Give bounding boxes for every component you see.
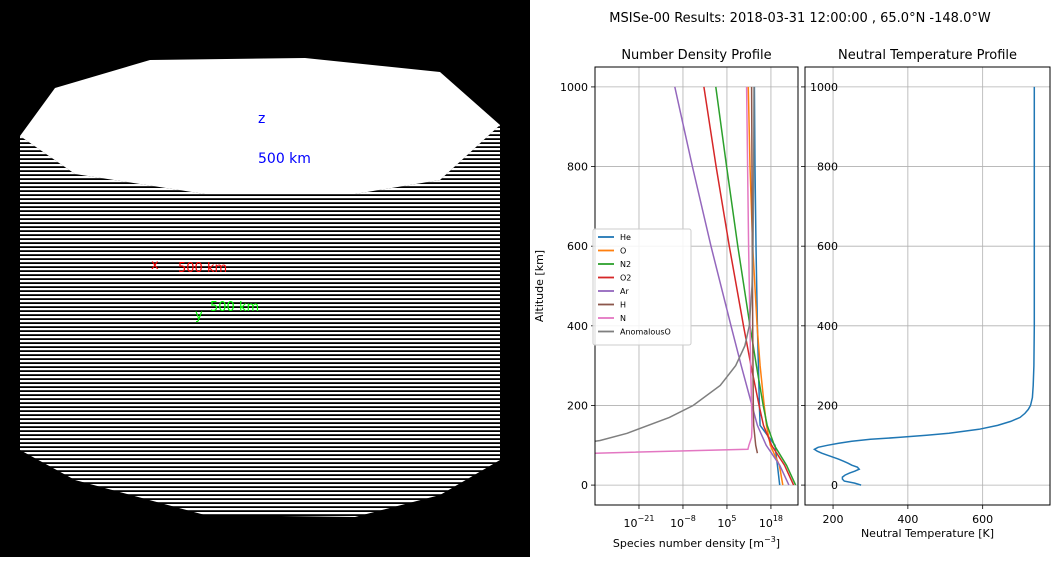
density-y-tick-label: 800 — [567, 161, 588, 174]
msis-figure: MSISe-00 Results: 2018-03-31 12:00:00 , … — [533, 11, 1051, 550]
z-axis-letter: z — [258, 111, 265, 127]
figure-suptitle: MSISe-00 Results: 2018-03-31 12:00:00 , … — [609, 11, 991, 26]
legend-label-n: N — [620, 314, 626, 323]
density-series-anomalouso — [595, 86, 755, 443]
legend-label-he: He — [620, 233, 631, 242]
density-x-axis-label: Species number density [m−3] — [613, 535, 780, 550]
temp-y-tick-label: 0 — [831, 479, 838, 492]
density-x-tick-label: 10−21 — [624, 514, 655, 530]
density-y-tick-label: 600 — [567, 240, 588, 253]
z-axis-distance: 500 km — [258, 151, 311, 167]
y-axis-letter: y — [195, 308, 203, 323]
prism-top-face — [20, 58, 500, 194]
density-y-tick-label: 400 — [567, 320, 588, 333]
legend-label-o: O — [620, 247, 626, 256]
temp-y-tick-label: 800 — [817, 161, 838, 174]
density-series-ar — [674, 86, 790, 486]
temp-plot-area — [805, 67, 1050, 505]
density-series-h — [750, 86, 759, 454]
density-x-tick-label: 105 — [717, 514, 736, 530]
x-axis-letter: x — [151, 258, 159, 273]
legend-label-ar: Ar — [620, 287, 629, 296]
density-x-tick-label: 10−8 — [670, 514, 696, 530]
density-y-tick-label: 200 — [567, 399, 588, 412]
temp-plot-title: Neutral Temperature Profile — [838, 48, 1017, 63]
temperature-plot: 200 400 600 0 200 400 600 800 1000 Neutral Temper… — [801, 48, 1051, 540]
temp-x-tick-label: 400 — [897, 513, 918, 526]
density-plot-title: Number Density Profile — [621, 48, 771, 63]
legend-box — [592, 228, 692, 346]
legend-label-anomalouso: AnomalousO — [620, 328, 671, 337]
x-axis-distance: 500 km — [178, 261, 227, 276]
density-y-tick-label: 0 — [581, 479, 588, 492]
legend-label-n2: N2 — [620, 260, 631, 269]
density-legend: He O N2 O2 Ar HN AnomalousO — [592, 228, 692, 346]
density-x-tick-label: 1018 — [759, 514, 783, 530]
density-series-he — [753, 86, 781, 486]
temp-y-tick-label: 1000 — [810, 81, 838, 94]
y-axis-distance: 500 km — [210, 300, 259, 315]
prism-face-front-right — [205, 194, 355, 517]
prism-face-front-left — [75, 174, 205, 515]
temp-x-axis-label: Neutral Temperature [K] — [861, 527, 994, 540]
prism-face-right — [355, 180, 440, 517]
prism-face-far-right — [440, 125, 500, 495]
temp-series-line — [812, 86, 1036, 486]
number-density-plot: 10−21 10−8 105 1018 0 200 400 600 800 1000 Number … — [533, 48, 799, 550]
density-series-n — [595, 86, 753, 454]
density-y-tick-label: 1000 — [560, 81, 588, 94]
temp-plot-frame — [804, 66, 1051, 506]
temp-y-tick-label: 600 — [817, 240, 838, 253]
temp-y-tick-label: 400 — [817, 320, 838, 333]
density-series-o2 — [703, 86, 795, 486]
density-series-o — [747, 86, 784, 486]
temp-x-tick-label: 600 — [972, 513, 993, 526]
legend-label-h: H — [620, 301, 626, 310]
temp-x-tick-label: 200 — [823, 513, 844, 526]
prism-face-left — [20, 136, 75, 480]
legend-label-o2: O2 — [620, 274, 631, 283]
density-y-axis-label: Altitude [km] — [533, 250, 546, 322]
plots-panel: MSISe-00 Results: 2018-03-31 12:00:00 , … — [530, 0, 1056, 557]
temp-y-tick-label: 200 — [817, 399, 838, 412]
3d-viewport[interactable]: z 500 km x 500 km y 500 km — [0, 0, 530, 557]
density-series-n2 — [715, 86, 797, 486]
3d-scene: z 500 km x 500 km y 500 km — [20, 58, 500, 517]
